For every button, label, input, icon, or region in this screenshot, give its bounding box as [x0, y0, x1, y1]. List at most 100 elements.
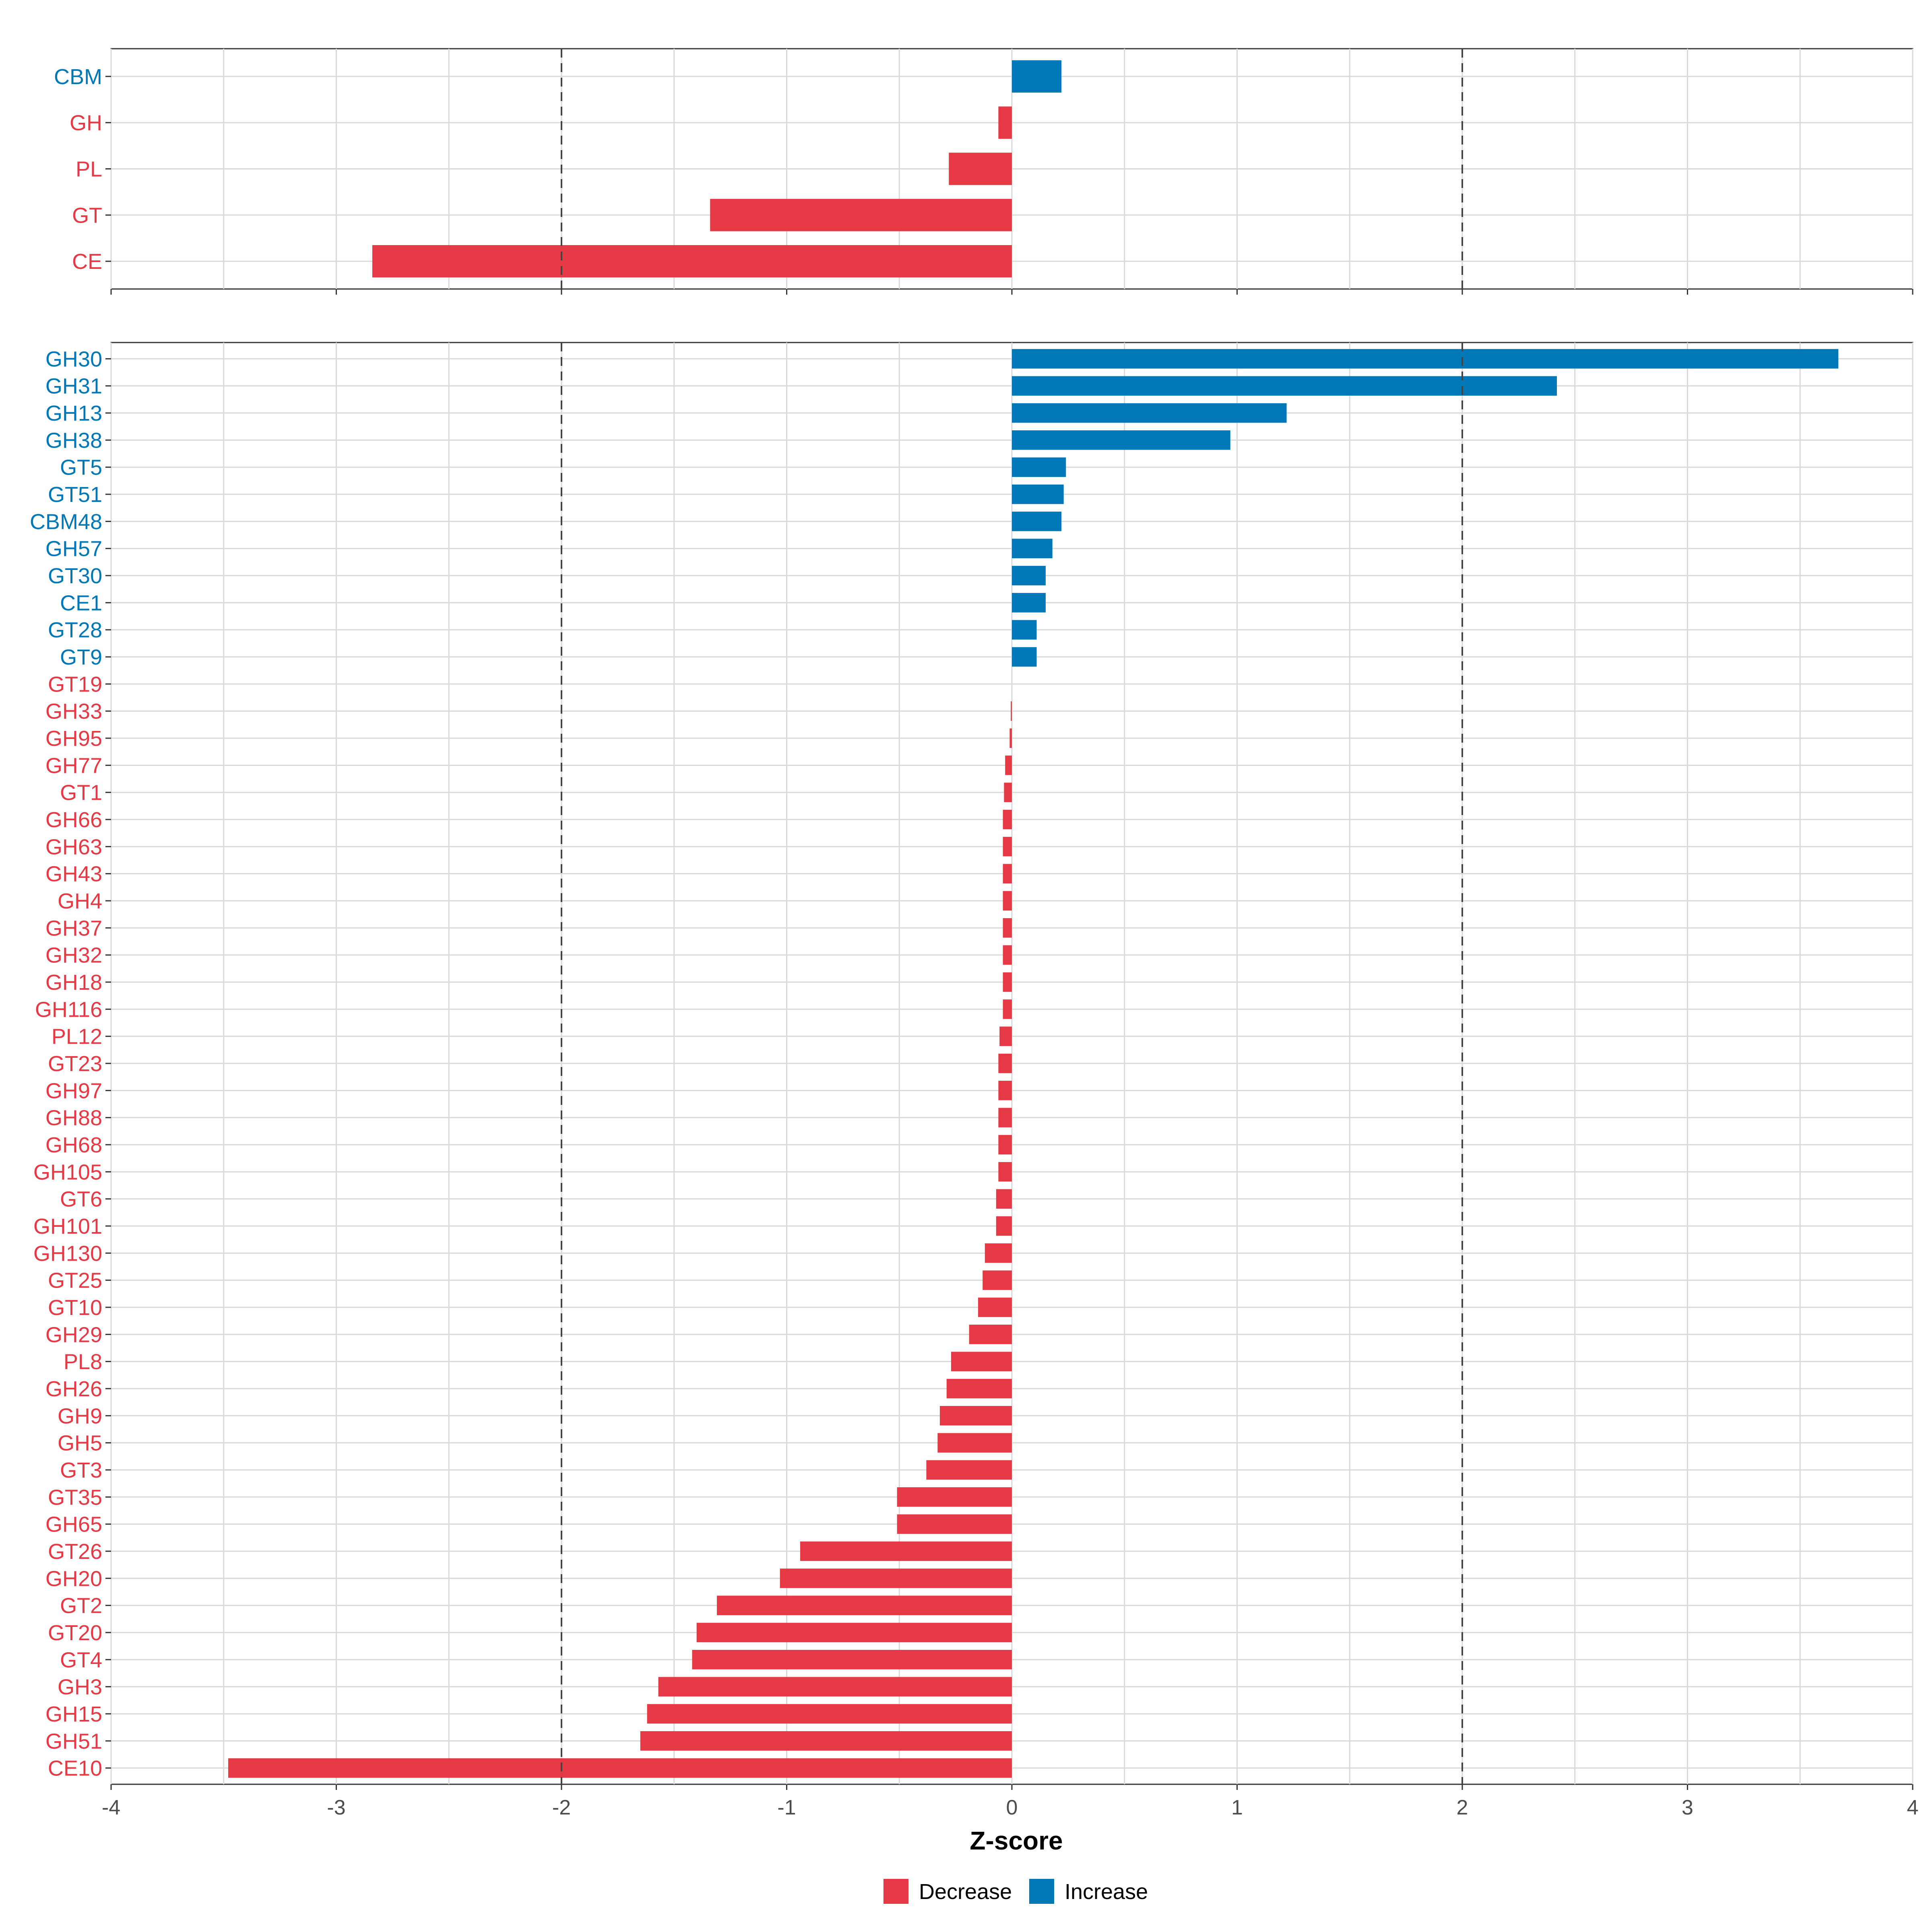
category-label-GT10: GT10: [48, 1296, 102, 1320]
bar-GT51: [1012, 484, 1064, 504]
bar-GH33: [1011, 701, 1012, 721]
bar-GH: [998, 106, 1012, 139]
x-tick-label: 4: [1907, 1796, 1919, 1819]
category-label-GT: GT: [72, 203, 102, 227]
bar-GH88: [998, 1108, 1012, 1127]
category-label-GH43: GH43: [45, 862, 102, 886]
bar-PL: [949, 153, 1012, 185]
category-label-GH38: GH38: [45, 428, 102, 452]
bar-GH63: [1003, 837, 1012, 857]
bar-PL8: [951, 1352, 1012, 1371]
bar-GT6: [996, 1189, 1012, 1209]
x-tick-label: 3: [1682, 1796, 1693, 1819]
bar-GH32: [1003, 945, 1012, 965]
bar-GH43: [1003, 864, 1012, 883]
bar-GT28: [1012, 620, 1037, 640]
category-label-GH5: GH5: [58, 1431, 102, 1455]
category-label-CBM48: CBM48: [30, 510, 102, 534]
bar-GH130: [985, 1243, 1012, 1263]
category-label-GT5: GT5: [60, 456, 102, 480]
bar-GH5: [937, 1433, 1012, 1453]
bar-GH3: [658, 1677, 1012, 1697]
category-label-GT2: GT2: [60, 1594, 102, 1618]
category-label-GT9: GT9: [60, 645, 102, 669]
class-level-panel: CBM GH PL GT CE: [54, 48, 1913, 295]
category-label-GT23: GT23: [48, 1052, 102, 1076]
category-label-CBM: CBM: [54, 65, 102, 89]
bar-GH30: [1012, 349, 1839, 369]
category-label-GT30: GT30: [48, 564, 102, 588]
x-tick-label: 1: [1231, 1796, 1243, 1819]
bar-GH66: [1003, 809, 1012, 830]
x-tick-label: -4: [102, 1796, 120, 1819]
category-label-GT6: GT6: [60, 1187, 102, 1212]
category-label-GH33: GH33: [45, 700, 102, 724]
bar-CE1: [1012, 593, 1046, 613]
bar-GT: [710, 199, 1012, 231]
bar-GH95: [1009, 728, 1012, 748]
legend-label-decrease: Decrease: [919, 1880, 1012, 1904]
bar-GT20: [696, 1622, 1012, 1643]
bar-GH18: [1003, 972, 1012, 992]
category-label-PL8: PL8: [64, 1350, 102, 1374]
bar-GH116: [1003, 999, 1012, 1019]
category-label-GH9: GH9: [58, 1404, 102, 1428]
category-label-GH101: GH101: [33, 1214, 102, 1238]
bar-GH68: [998, 1135, 1012, 1155]
category-label-GT51: GT51: [48, 483, 102, 507]
bar-GH105: [998, 1162, 1012, 1182]
bar-GH31: [1012, 376, 1557, 396]
bar-GH4: [1003, 891, 1012, 911]
bar-GH57: [1012, 539, 1053, 558]
bar-GT2: [717, 1596, 1012, 1615]
bar-GH97: [998, 1081, 1012, 1100]
category-label-PL: PL: [76, 157, 102, 182]
bar-PL12: [999, 1026, 1012, 1046]
x-tick-label: -3: [327, 1796, 345, 1819]
category-label-GH20: GH20: [45, 1567, 102, 1591]
x-tick-label: -2: [552, 1796, 571, 1819]
category-label-GT1: GT1: [60, 781, 102, 805]
category-label-GH15: GH15: [45, 1702, 102, 1726]
bar-GT10: [978, 1297, 1012, 1317]
bar-GT1: [1004, 782, 1012, 802]
category-label-GT19: GT19: [48, 672, 102, 696]
category-label-GT4: GT4: [60, 1648, 102, 1672]
category-label-GH130: GH130: [33, 1241, 102, 1265]
category-label-GH66: GH66: [45, 808, 102, 832]
category-label-GH26: GH26: [45, 1377, 102, 1401]
category-label-GH29: GH29: [45, 1323, 102, 1347]
bar-GT30: [1012, 566, 1046, 586]
category-label-CE: CE: [72, 250, 102, 274]
bar-GH26: [946, 1379, 1012, 1399]
category-label-GH95: GH95: [45, 727, 102, 751]
category-label-GH: GH: [70, 111, 102, 135]
category-label-GT25: GT25: [48, 1269, 102, 1293]
category-label-GH105: GH105: [33, 1160, 102, 1184]
category-label-GT20: GT20: [48, 1621, 102, 1645]
bar-CE10: [228, 1758, 1012, 1778]
x-tick-label: -1: [777, 1796, 796, 1819]
bar-GH65: [897, 1514, 1012, 1534]
category-label-GH68: GH68: [45, 1133, 102, 1157]
bar-GT23: [998, 1053, 1012, 1073]
bar-GH51: [640, 1731, 1012, 1751]
x-tick-label: 2: [1457, 1796, 1468, 1819]
family-level-panel: GH30 GH31 GH13 GH38 GT5 GT51 CBM48 GH57 GT30 CE1 G…: [30, 342, 1913, 1790]
bar-GH20: [780, 1569, 1012, 1588]
category-label-GH37: GH37: [45, 916, 102, 940]
bar-GH9: [939, 1406, 1012, 1426]
category-label-GH65: GH65: [45, 1513, 102, 1537]
category-label-CE1: CE1: [60, 591, 102, 615]
bar-CBM48: [1012, 512, 1062, 531]
bar-GH15: [647, 1704, 1012, 1724]
category-label-GH30: GH30: [45, 347, 102, 371]
category-label-PL12: PL12: [52, 1025, 102, 1049]
category-label-GT28: GT28: [48, 618, 102, 642]
bar-GT26: [800, 1541, 1012, 1561]
bar-GT25: [983, 1270, 1012, 1290]
category-label-GT35: GT35: [48, 1485, 102, 1509]
bar-GT3: [926, 1460, 1012, 1480]
legend-swatch-decrease: [883, 1879, 908, 1904]
